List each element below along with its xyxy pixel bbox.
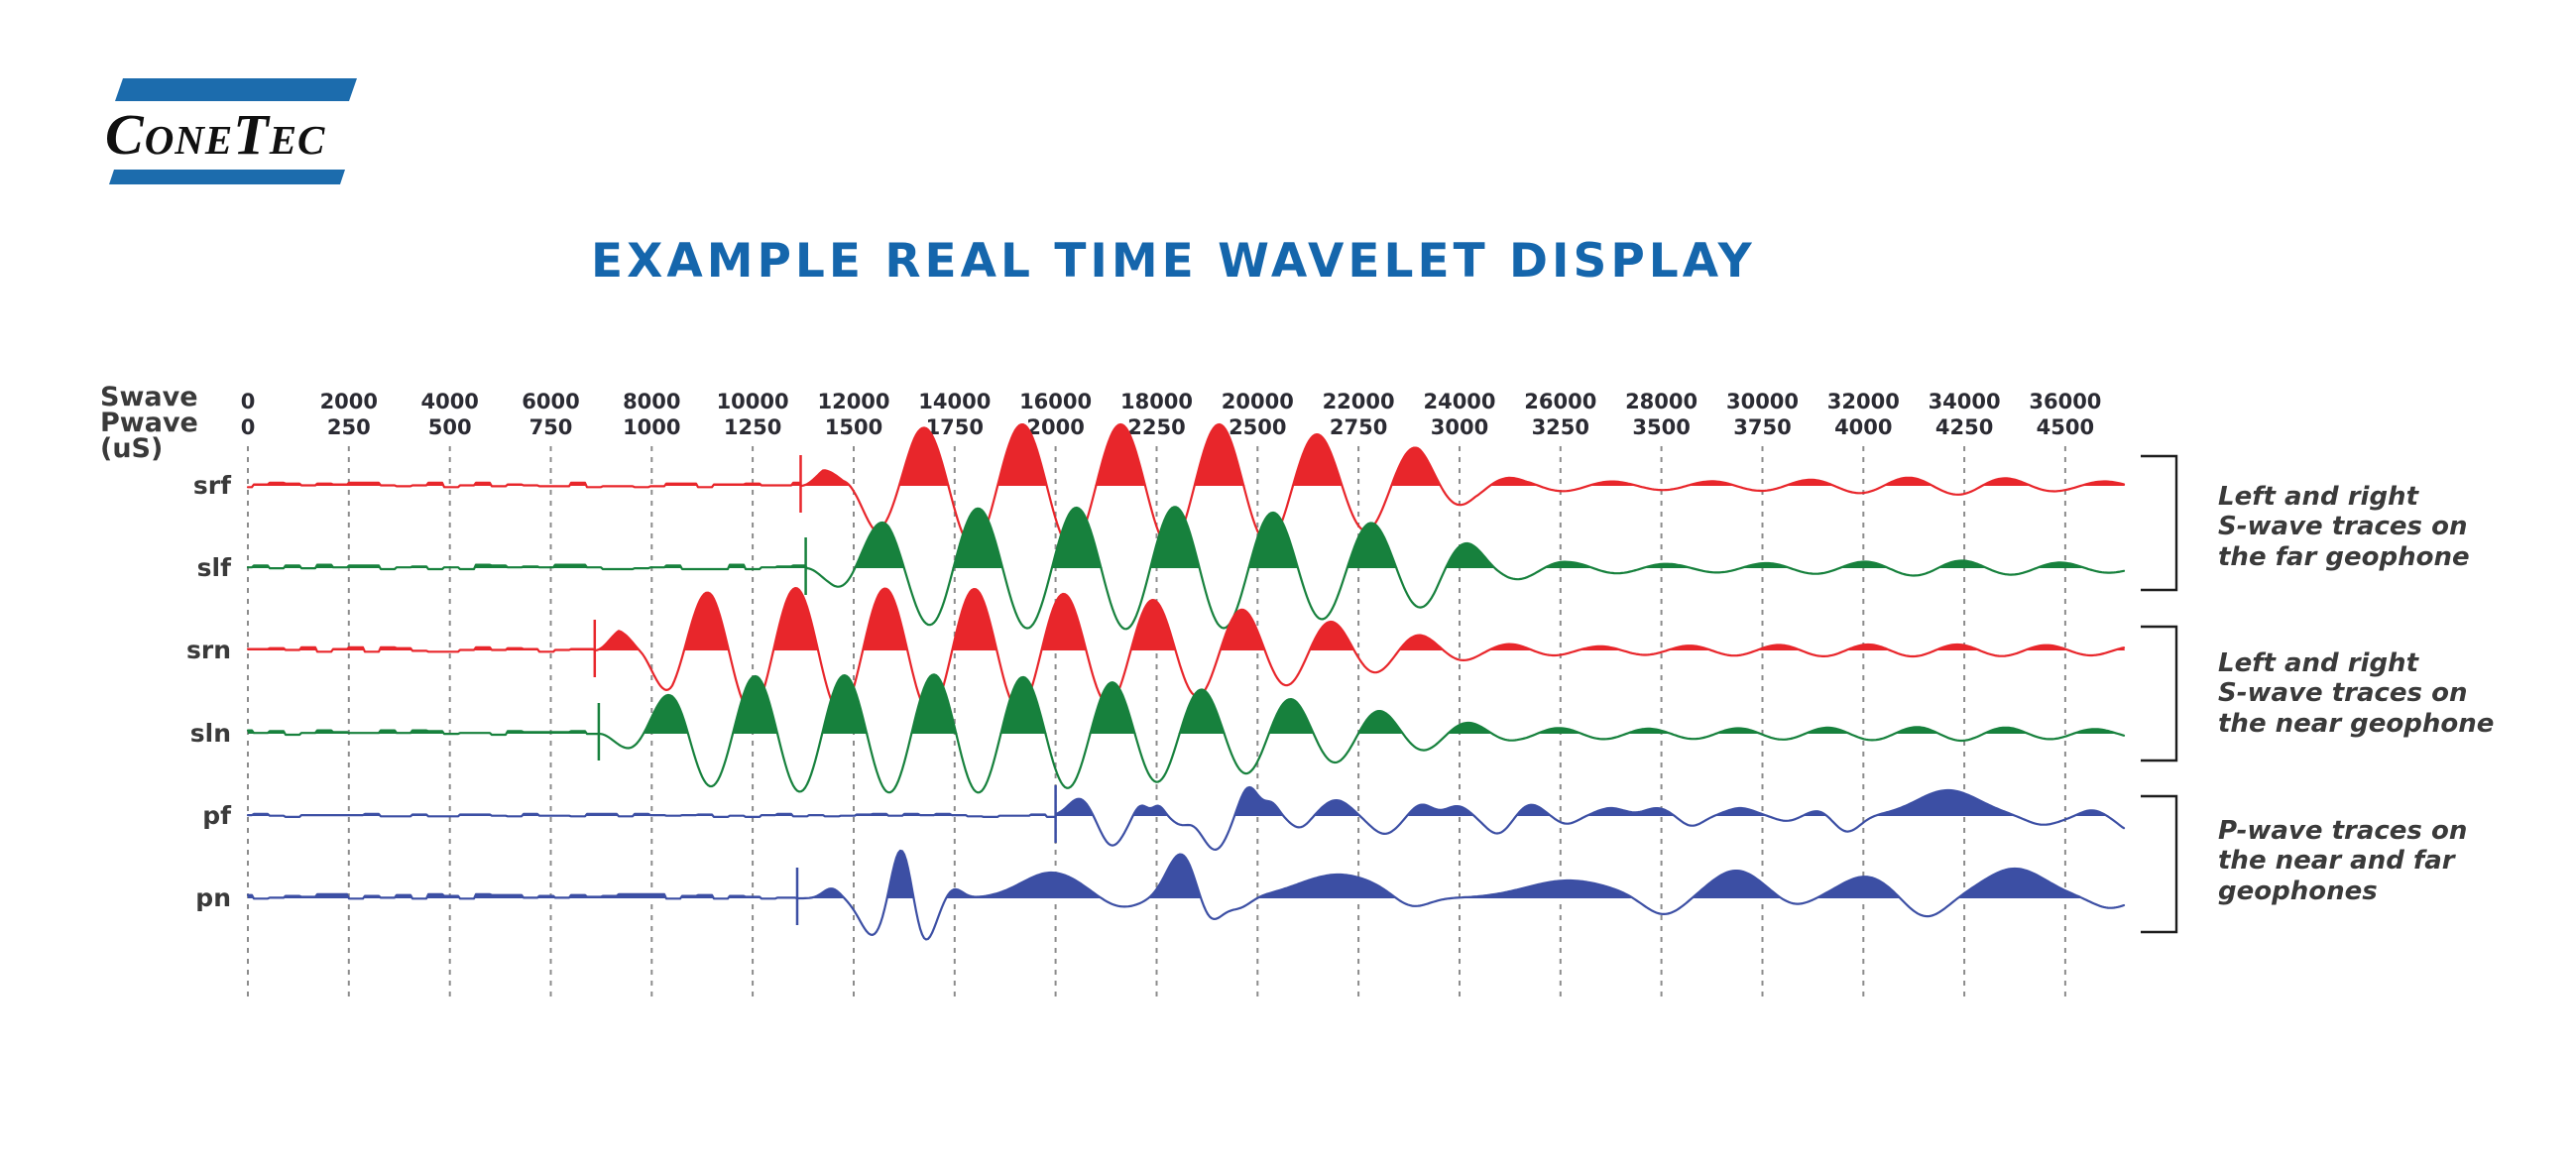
trace-srf: srf <box>193 422 2126 549</box>
trace-slf: slf <box>197 506 2126 631</box>
svg-text:3250: 3250 <box>1532 415 1589 439</box>
annotation-bracket-0 <box>2141 454 2178 592</box>
svg-text:2250: 2250 <box>1127 415 1185 439</box>
annotation-pwave: P-wave traces on the near and far geopho… <box>2218 816 2576 906</box>
svg-text:1250: 1250 <box>724 415 781 439</box>
annotation-line: geophones <box>2218 876 2378 906</box>
svg-text:3750: 3750 <box>1733 415 1791 439</box>
svg-text:2500: 2500 <box>1229 415 1286 439</box>
svg-text:2750: 2750 <box>1330 415 1387 439</box>
annotation-line: Left and right <box>2218 648 2418 678</box>
pwave-tick-labels: 0 250 500 750 1000 1250 1500 1750 2000 2250 2500 27… <box>241 415 2094 439</box>
logo-top-bar <box>115 78 357 101</box>
svg-text:12000: 12000 <box>817 390 889 413</box>
svg-text:22000: 22000 <box>1323 390 1395 413</box>
annotation-line: the near geophone <box>2218 708 2495 739</box>
svg-text:32000: 32000 <box>1827 390 1900 413</box>
svg-text:4000: 4000 <box>420 390 478 413</box>
svg-text:8000: 8000 <box>623 390 680 413</box>
svg-text:26000: 26000 <box>1524 390 1596 413</box>
annotation-bracket-2 <box>2141 794 2178 934</box>
trace-label-pn: pn <box>195 883 231 912</box>
svg-text:0: 0 <box>241 415 256 439</box>
trace-label-sln: sln <box>190 719 231 748</box>
logo-seg-t: T <box>233 102 270 167</box>
annotation-line: S-wave traces on <box>2218 678 2468 709</box>
trace-label-pf: pf <box>202 801 232 830</box>
trace-pf: pf <box>202 785 2126 851</box>
svg-text:36000: 36000 <box>2029 390 2101 413</box>
svg-text:0: 0 <box>241 390 256 413</box>
trace-srn: srn <box>186 587 2126 714</box>
svg-text:3500: 3500 <box>1632 415 1690 439</box>
svg-text:20000: 20000 <box>1222 390 1294 413</box>
annotation-line: the near and far <box>2218 846 2455 877</box>
trace-sln: sln <box>190 673 2126 794</box>
svg-text:30000: 30000 <box>1726 390 1799 413</box>
svg-text:2000: 2000 <box>1026 415 1084 439</box>
page-title: EXAMPLE REAL TIME WAVELET DISPLAY <box>591 234 1756 289</box>
svg-text:750: 750 <box>529 415 573 439</box>
svg-text:2000: 2000 <box>320 390 378 413</box>
logo-bottom-bar <box>109 170 345 184</box>
svg-text:1000: 1000 <box>623 415 680 439</box>
svg-text:14000: 14000 <box>918 390 991 413</box>
conetec-logo: CONETEC <box>105 40 373 193</box>
swave-tick-labels: 0 2000 4000 6000 8000 10000 12000 14000 16000 180… <box>241 390 2102 413</box>
svg-text:1500: 1500 <box>825 415 882 439</box>
logo-seg-ec: EC <box>269 117 326 163</box>
svg-text:250: 250 <box>327 415 371 439</box>
annotation-far-swave: Left and right S-wave traces on the far … <box>2218 482 2576 572</box>
svg-text:4250: 4250 <box>1935 415 1993 439</box>
axis-header-pwave: Pwave <box>100 408 198 438</box>
annotation-line: S-wave traces on <box>2218 512 2468 542</box>
trace-pn: pn <box>195 849 2126 941</box>
svg-text:18000: 18000 <box>1120 390 1193 413</box>
gridlines <box>247 446 2066 997</box>
svg-text:34000: 34000 <box>1929 390 2001 413</box>
svg-text:28000: 28000 <box>1625 390 1698 413</box>
axis-header-units: (uS) <box>100 433 164 464</box>
logo-seg-c: C <box>105 102 145 167</box>
svg-text:1750: 1750 <box>926 415 984 439</box>
annotation-line: Left and right <box>2218 482 2418 512</box>
svg-text:24000: 24000 <box>1423 390 1495 413</box>
svg-text:500: 500 <box>428 415 472 439</box>
svg-text:6000: 6000 <box>522 390 579 413</box>
svg-text:10000: 10000 <box>717 390 789 413</box>
svg-text:16000: 16000 <box>1019 390 1092 413</box>
trace-label-srn: srn <box>186 636 231 664</box>
logo-wordmark: CONETEC <box>105 101 325 168</box>
svg-text:4000: 4000 <box>1834 415 1892 439</box>
trace-label-srf: srf <box>193 471 232 500</box>
annotation-line: P-wave traces on <box>2218 816 2468 846</box>
svg-text:4500: 4500 <box>2037 415 2094 439</box>
svg-text:3000: 3000 <box>1431 415 1488 439</box>
logo-seg-one: ONE <box>144 117 234 163</box>
annotation-near-swave: Left and right S-wave traces on the near… <box>2218 648 2576 739</box>
axis-header-swave: Swave <box>100 382 198 412</box>
annotation-line: the far geophone <box>2218 541 2470 572</box>
trace-label-slf: slf <box>197 553 232 582</box>
annotation-bracket-1 <box>2141 625 2178 762</box>
